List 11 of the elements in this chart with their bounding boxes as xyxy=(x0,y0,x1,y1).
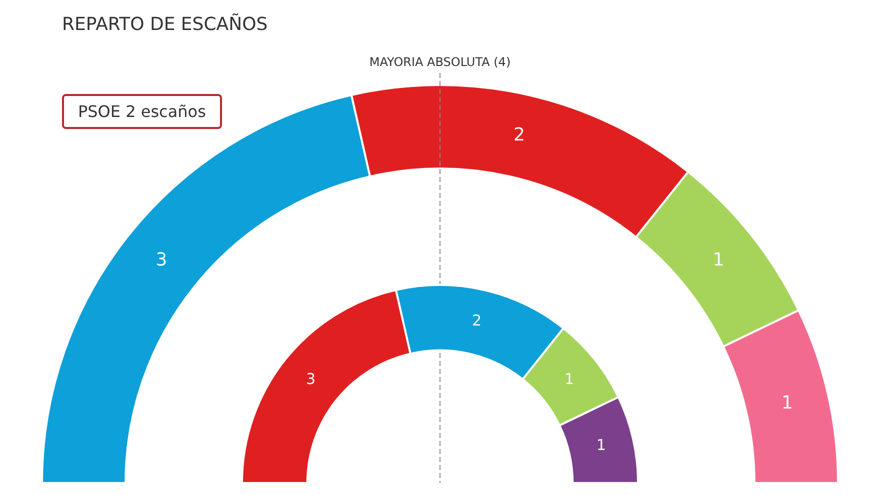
chart-title: REPARTO DE ESCAÑOS xyxy=(62,14,268,35)
data-label: 2 xyxy=(514,124,525,146)
data-label: 2 xyxy=(472,312,482,330)
data-label: 1 xyxy=(564,370,574,388)
data-label: 1 xyxy=(782,392,794,414)
data-label: 3 xyxy=(156,250,168,271)
text: PSOE 2 escaños xyxy=(62,94,222,129)
data-label: 1 xyxy=(712,250,724,271)
text: MAYORIA ABSOLUTA (4) xyxy=(369,55,511,70)
data-label: 1 xyxy=(596,436,606,454)
data-label: 3 xyxy=(306,370,316,388)
